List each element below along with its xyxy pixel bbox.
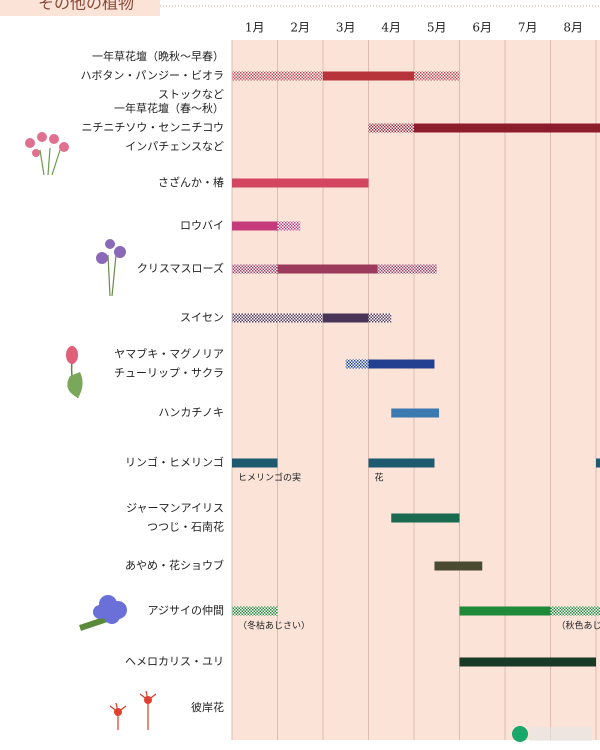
bar	[414, 123, 600, 133]
month-label: 6月	[472, 21, 492, 35]
row-label: ハンカチノキ	[158, 406, 224, 419]
bar	[391, 513, 460, 523]
hatched-bar	[232, 264, 278, 274]
row-label: 一年草花壇（春～秋）	[114, 101, 224, 115]
hatched-bar	[368, 313, 392, 323]
bar	[323, 71, 414, 81]
bar	[323, 313, 369, 323]
hatched-bar	[277, 221, 301, 231]
hatched-bar	[232, 71, 323, 81]
row-label: チューリップ・サクラ	[114, 367, 224, 380]
hatched-bar	[377, 264, 437, 274]
row-label: ストックなど	[158, 88, 224, 101]
row-label: スイセン	[180, 311, 224, 324]
month-label: 3月	[336, 21, 356, 35]
row-label: さざんか・椿	[158, 175, 224, 189]
row-label: ジャーマンアイリス	[126, 502, 224, 515]
row-label: リンゴ・ヒメリンゴ	[125, 455, 224, 469]
watermark	[512, 726, 592, 742]
bar	[391, 408, 440, 418]
row-label: アジサイの仲間	[147, 603, 224, 617]
bar	[434, 561, 483, 571]
row-label: ハボタン・パンジー・ビオラ	[80, 69, 224, 82]
month-label: 8月	[563, 21, 583, 35]
row-label: ヤマブキ・マグノリア	[114, 347, 224, 361]
bar	[368, 458, 435, 468]
bar	[232, 458, 278, 468]
month-label: 1月	[245, 21, 265, 35]
bar	[277, 264, 378, 274]
plot-background	[232, 40, 600, 740]
hatched-bar	[232, 313, 323, 323]
bar-note: （冬枯あじさい）	[238, 620, 310, 632]
bar-note: （秋色あじさい）	[557, 620, 600, 632]
chart-title: その他の植物	[38, 0, 134, 13]
bar	[232, 178, 369, 188]
month-label: 4月	[381, 21, 401, 35]
month-label: 5月	[427, 21, 447, 35]
hatched-bar	[414, 71, 460, 81]
bar	[459, 606, 551, 616]
title-bg	[0, 0, 160, 16]
bar	[596, 458, 600, 468]
row-label: ロウバイ	[180, 219, 224, 232]
hatched-bar	[550, 606, 600, 616]
month-label: 2月	[290, 21, 310, 35]
row-label: 彼岸花	[191, 701, 224, 714]
icon-flowers	[25, 132, 157, 730]
hatched-bar	[232, 606, 278, 616]
row-label: クリスマスローズ	[137, 261, 224, 275]
row-label: あやめ・花ショウブ	[125, 558, 224, 572]
row-label: つつじ・石南花	[147, 521, 224, 534]
hatched-bar	[368, 123, 414, 133]
bar-note: 花	[375, 472, 384, 484]
bar	[459, 657, 596, 667]
bar	[232, 221, 278, 231]
row-label: ヘメロカリス・ユリ	[125, 655, 224, 668]
hatched-bar	[345, 359, 369, 369]
row-label: ニチニチソウ・センニチコウ	[81, 121, 224, 134]
row-label: インパチェンスなど	[125, 140, 224, 153]
row-label: 一年草花壇（晩秋～早春）	[92, 49, 224, 63]
month-label: 7月	[518, 21, 538, 35]
bar-note: ヒメリンゴの実	[238, 472, 301, 484]
bar	[368, 359, 435, 369]
